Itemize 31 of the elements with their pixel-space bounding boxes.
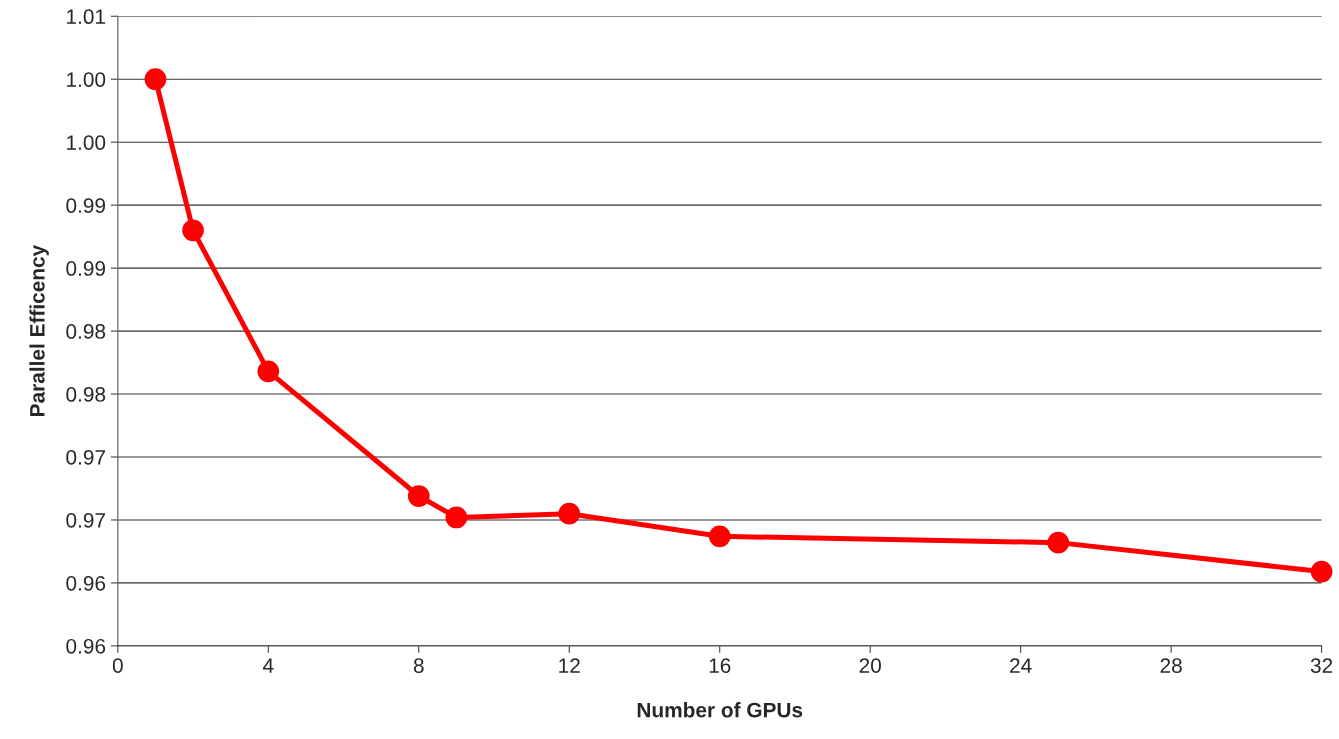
x-tick-label: 8 — [413, 658, 424, 673]
x-tick-label: 0 — [112, 658, 123, 673]
point — [1310, 560, 1333, 583]
y-tick-label: 1.00 — [67, 135, 106, 150]
y-tick-label: 0.98 — [66, 387, 106, 402]
y-tick-label: 1.01 — [67, 9, 106, 25]
y-tick-label: 0.97 — [66, 450, 105, 465]
y-tick-label: 0.96 — [66, 575, 106, 591]
x-tick-label: 16 — [709, 658, 731, 673]
y-tick-label: 0.98 — [66, 324, 106, 339]
y-tick-label: 0.99 — [66, 261, 106, 276]
x-tick-label: 4 — [262, 658, 274, 673]
point — [144, 68, 167, 91]
point — [708, 525, 731, 548]
y-axis-title: Parallel Efficency — [29, 244, 49, 416]
point — [1047, 531, 1070, 554]
point — [445, 506, 468, 529]
y-tick-label: 1.00 — [67, 72, 106, 87]
x-tick-label: 12 — [559, 658, 580, 673]
x-tick-label: 24 — [1010, 658, 1032, 673]
point — [407, 485, 430, 507]
x-tick-label: 32 — [1310, 658, 1333, 673]
x-axis-title: Number of GPUs — [637, 702, 803, 718]
point — [182, 219, 204, 242]
y-tick-label: 0.96 — [66, 638, 106, 654]
x-tick-label: 28 — [1160, 658, 1182, 673]
y-tick-label: 0.97 — [66, 512, 105, 528]
point — [257, 360, 280, 383]
x-tick-label: 20 — [859, 658, 881, 673]
y-tick-label: 0.99 — [66, 198, 106, 213]
point — [558, 502, 581, 525]
